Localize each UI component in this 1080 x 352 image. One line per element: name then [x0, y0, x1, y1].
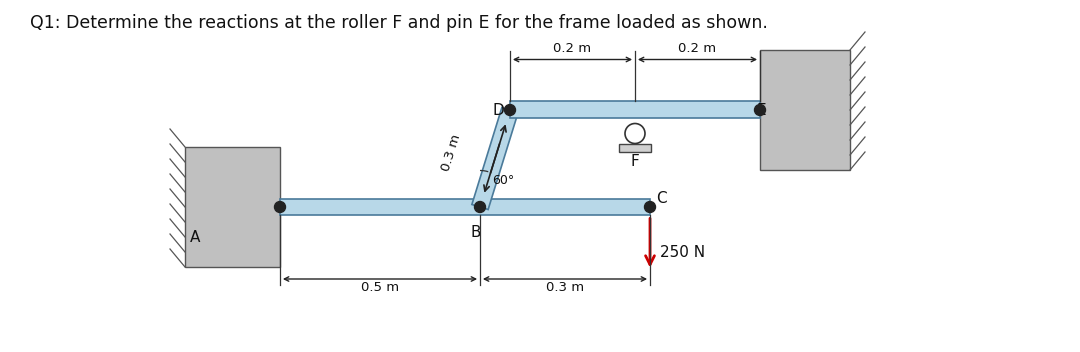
- Text: Q1: Determine the reactions at the roller F and pin E for the frame loaded as sh: Q1: Determine the reactions at the rolle…: [30, 14, 768, 32]
- Circle shape: [274, 201, 285, 213]
- Text: 0.2 m: 0.2 m: [678, 43, 716, 56]
- Circle shape: [645, 201, 656, 213]
- Bar: [760, 50, 850, 170]
- Text: D: D: [492, 103, 503, 118]
- Text: B: B: [471, 225, 482, 240]
- FancyBboxPatch shape: [280, 199, 650, 215]
- Circle shape: [504, 105, 515, 115]
- Text: 250 N: 250 N: [660, 245, 705, 260]
- Text: 0.3 m: 0.3 m: [440, 132, 463, 172]
- Text: 0.3 m: 0.3 m: [545, 281, 584, 294]
- Text: F: F: [631, 155, 639, 170]
- Text: A: A: [190, 230, 201, 245]
- Polygon shape: [472, 107, 518, 209]
- Text: 0.2 m: 0.2 m: [553, 43, 592, 56]
- Circle shape: [755, 105, 766, 115]
- Bar: [185, 147, 280, 267]
- Text: 0.5 m: 0.5 m: [361, 281, 400, 294]
- Text: 60°: 60°: [492, 174, 514, 187]
- Circle shape: [474, 201, 486, 213]
- FancyBboxPatch shape: [510, 101, 760, 119]
- Text: E: E: [756, 103, 766, 118]
- Bar: [619, 145, 651, 152]
- Text: C: C: [656, 191, 666, 206]
- Circle shape: [625, 124, 645, 144]
